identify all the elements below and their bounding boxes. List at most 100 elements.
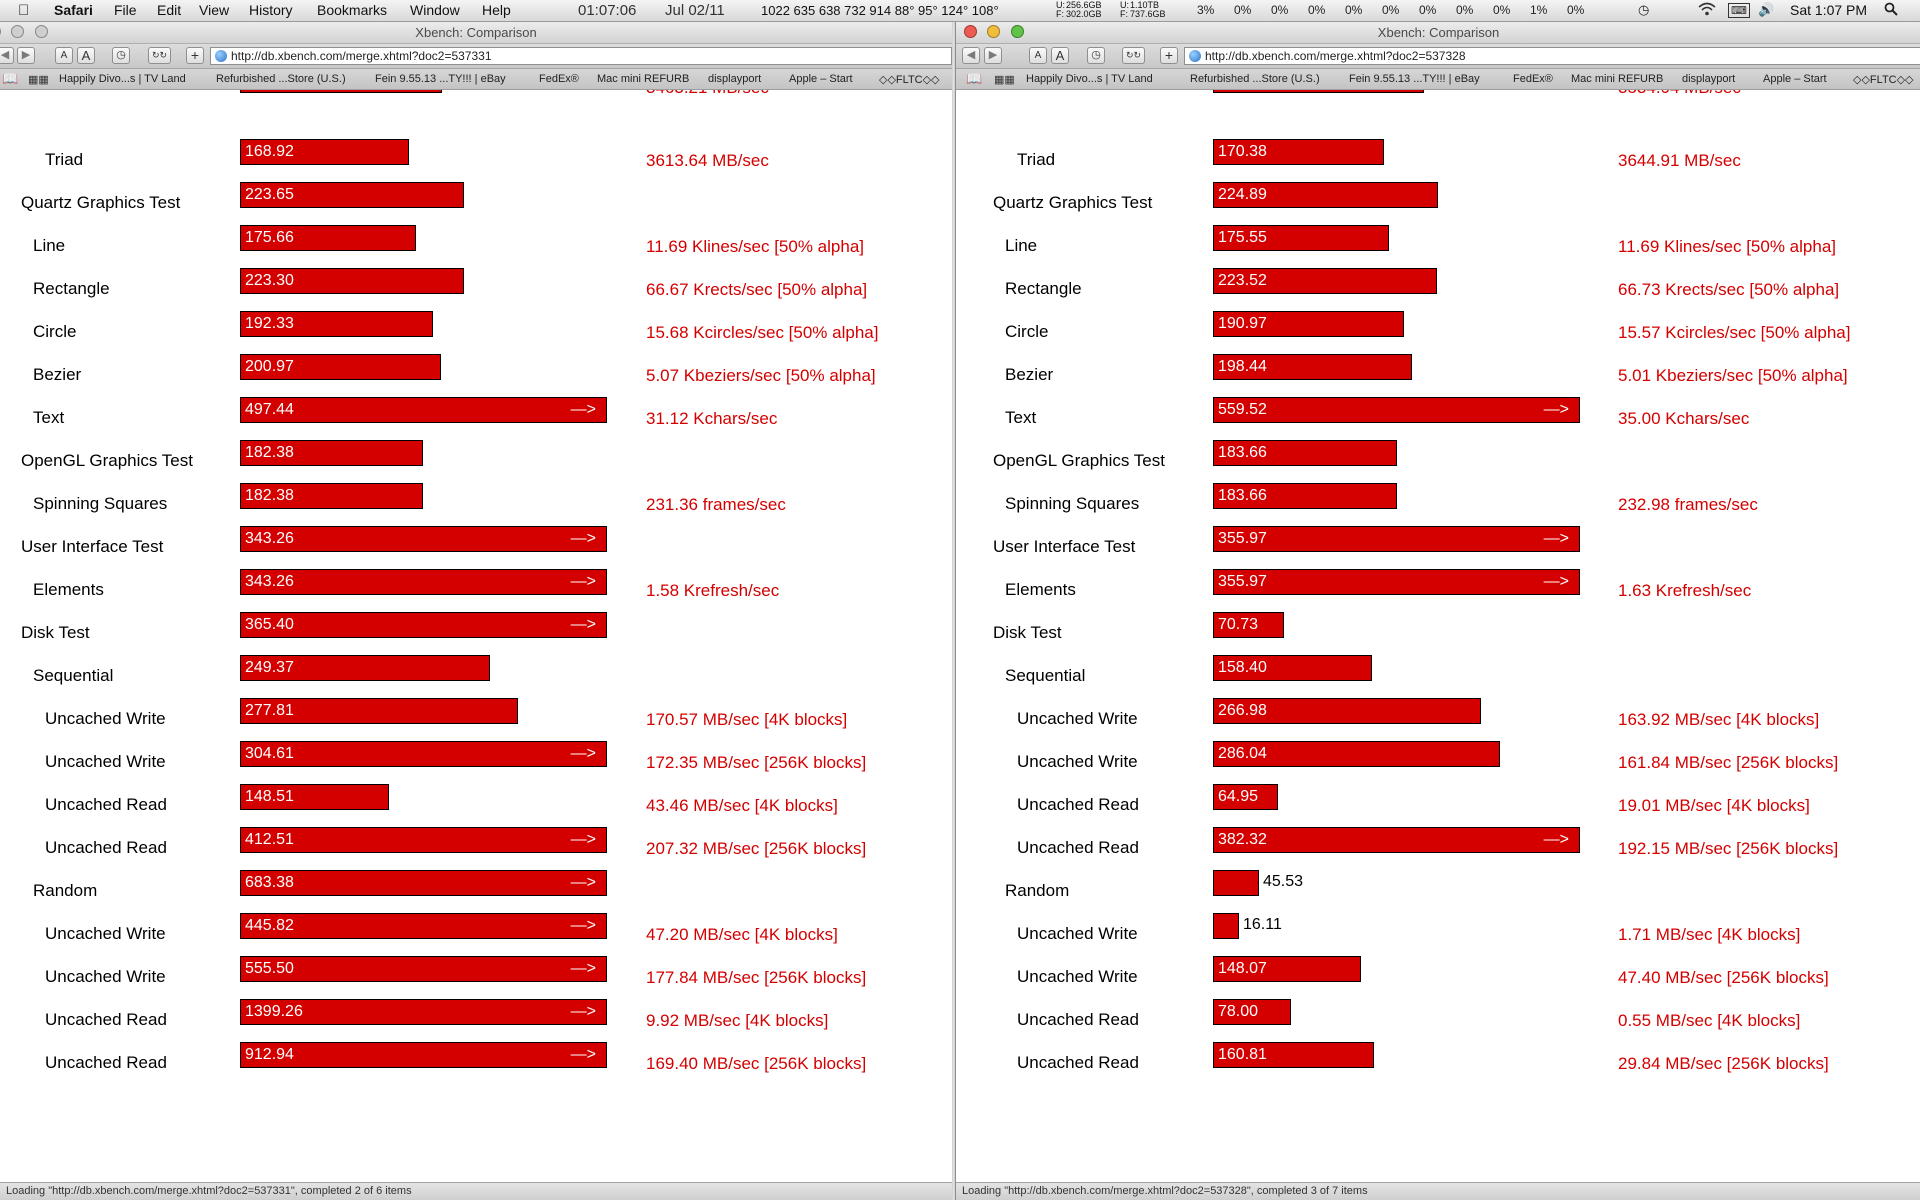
book-icon[interactable]: 📖 bbox=[966, 71, 983, 86]
menu-history[interactable]: History bbox=[249, 2, 293, 18]
bookmark-item[interactable]: Apple – Start bbox=[1763, 73, 1827, 85]
bookmark-item[interactable]: FedEx® bbox=[1513, 73, 1553, 85]
back-button[interactable]: ◀ bbox=[0, 47, 14, 64]
score-value: 559.52 bbox=[1218, 401, 1267, 418]
cpu-percent: 1% bbox=[1530, 3, 1548, 17]
snapback-icon[interactable]: ↻↻ bbox=[148, 47, 172, 64]
partial-score-bar bbox=[240, 90, 442, 93]
partial-detail: 3534.04 MB/sec bbox=[1618, 90, 1741, 98]
menu-datetime[interactable]: Sat 1:07 PM bbox=[1790, 2, 1868, 18]
text-bigger-button[interactable]: A bbox=[1051, 47, 1069, 64]
address-bar[interactable]: http://db.xbench.com/merge.xhtml?doc2=53… bbox=[1184, 47, 1920, 65]
result-detail: 15.57 Kcircles/sec [50% alpha] bbox=[1618, 323, 1851, 342]
menu-help[interactable]: Help bbox=[482, 2, 511, 18]
result-row: Triad 168.92 3613.64 MB/sec bbox=[0, 139, 952, 182]
overflow-arrow-icon: —> bbox=[570, 745, 596, 762]
close-button[interactable] bbox=[964, 25, 977, 38]
window-controls bbox=[0, 25, 54, 43]
minimize-button[interactable] bbox=[987, 25, 1001, 38]
cpu-percent: 0% bbox=[1345, 3, 1363, 17]
overflow-arrow-icon: —> bbox=[1543, 530, 1569, 547]
result-detail: 177.84 MB/sec [256K blocks] bbox=[646, 968, 867, 987]
bookmark-item[interactable]: Fein 9.55.13 ...TY!!! | eBay bbox=[375, 73, 506, 85]
score-value: 168.92 bbox=[245, 143, 294, 160]
zoom-button[interactable] bbox=[34, 25, 48, 38]
add-bookmark-button[interactable]: + bbox=[186, 47, 204, 64]
bookmark-item[interactable]: ◇◇FLTC◇◇ bbox=[1853, 74, 1914, 86]
menu-file[interactable]: File bbox=[114, 2, 137, 18]
test-label: Rectangle bbox=[1005, 279, 1082, 298]
add-bookmark-button[interactable]: + bbox=[1160, 47, 1178, 64]
bookmark-item[interactable]: Fein 9.55.13 ...TY!!! | eBay bbox=[1349, 73, 1480, 85]
result-detail: 9.92 MB/sec [4K blocks] bbox=[646, 1011, 829, 1030]
spotlight-icon[interactable] bbox=[1884, 2, 1898, 19]
grid-icon[interactable]: ▦▦ bbox=[994, 74, 1015, 86]
snapback-icon[interactable]: ↻↻ bbox=[1122, 47, 1146, 64]
text-bigger-button[interactable]: A bbox=[77, 47, 95, 64]
result-row: Rectangle 223.30 66.67 Krects/sec [50% alp… bbox=[0, 268, 952, 311]
bookmark-item[interactable]: Mac mini REFURB bbox=[1571, 73, 1664, 85]
minimize-button[interactable] bbox=[11, 25, 25, 38]
bookmark-item[interactable]: displayport bbox=[1682, 73, 1736, 85]
result-detail: 1.63 Krefresh/sec bbox=[1618, 581, 1752, 600]
book-icon[interactable]: 📖 bbox=[2, 71, 19, 86]
score-value: 170.38 bbox=[1218, 143, 1267, 160]
result-row: Uncached Read 912.94 —> 169.40 MB/sec [256K… bbox=[0, 1042, 952, 1085]
wifi-icon[interactable] bbox=[1698, 2, 1716, 19]
result-detail: 47.40 MB/sec [256K blocks] bbox=[1618, 968, 1829, 987]
bookmark-item[interactable]: Happily Divo...s | TV Land bbox=[59, 73, 186, 85]
score-bar: 158.40 bbox=[1213, 655, 1372, 681]
zoom-button[interactable] bbox=[1010, 25, 1024, 38]
text-smaller-button[interactable]: A bbox=[55, 47, 73, 64]
bookmark-item[interactable]: displayport bbox=[708, 73, 762, 85]
score-bar: 183.66 bbox=[1213, 483, 1397, 509]
text-smaller-button[interactable]: A bbox=[1029, 47, 1047, 64]
bookmark-item[interactable]: Happily Divo...s | TV Land bbox=[1026, 73, 1153, 85]
bookmark-item[interactable]: Refurbished ...Store (U.S.) bbox=[1190, 73, 1320, 85]
menu-edit[interactable]: Edit bbox=[157, 2, 182, 18]
forward-button[interactable]: ▶ bbox=[984, 47, 1002, 64]
menu-view[interactable]: View bbox=[199, 2, 230, 18]
bookmark-item[interactable]: Mac mini REFURB bbox=[597, 73, 690, 85]
result-row: Circle 192.33 15.68 Kcircles/sec [50% alph… bbox=[0, 311, 952, 354]
cpu-percent: 0% bbox=[1493, 3, 1511, 17]
test-label: Rectangle bbox=[33, 279, 110, 298]
score-bar: 183.66 bbox=[1213, 440, 1397, 466]
score-bar: 182.38 bbox=[240, 483, 423, 509]
bookmark-item[interactable]: Refurbished ...Store (U.S.) bbox=[216, 73, 346, 85]
back-button[interactable]: ◀ bbox=[962, 47, 980, 64]
menu-app-name[interactable]: Safari bbox=[54, 2, 93, 18]
bookmark-item[interactable]: Apple – Start bbox=[789, 73, 853, 85]
grid-icon[interactable]: ▦▦ bbox=[28, 74, 49, 86]
disk-u-1: 256.6GB bbox=[1066, 0, 1102, 10]
test-label: Elements bbox=[1005, 580, 1076, 599]
bookmark-item[interactable]: ◇◇FLTC◇◇ bbox=[879, 74, 940, 86]
address-bar[interactable]: http://db.xbench.com/merge.xhtml?doc2=53… bbox=[210, 47, 952, 65]
test-label: Circle bbox=[1005, 322, 1049, 341]
result-row: Uncached Read 1399.26 —> 9.92 MB/sec [4K bl… bbox=[0, 999, 952, 1042]
time-machine-icon[interactable]: ◷ bbox=[1638, 2, 1650, 17]
score-bar: 912.94 —> bbox=[240, 1042, 607, 1068]
score-value: 78.00 bbox=[1218, 1003, 1259, 1020]
menu-window[interactable]: Window bbox=[410, 2, 460, 18]
menu-monitor-values: 1022 635 638 732 914 88° 95° 124° 108° bbox=[761, 3, 999, 18]
score-bar: 192.33 bbox=[240, 311, 433, 337]
test-label: Spinning Squares bbox=[33, 494, 168, 513]
test-label: Uncached Read bbox=[45, 795, 167, 814]
score-value: 192.33 bbox=[245, 315, 294, 332]
history-clock-icon[interactable]: ◷ bbox=[1087, 47, 1105, 64]
overflow-arrow-icon: —> bbox=[570, 874, 596, 891]
keyboard-icon[interactable]: ⌨ bbox=[1728, 3, 1750, 18]
apple-icon[interactable]:  bbox=[18, 2, 29, 19]
overflow-arrow-icon: —> bbox=[1543, 573, 1569, 590]
test-label: Text bbox=[1005, 408, 1037, 427]
result-detail: 163.92 MB/sec [4K blocks] bbox=[1618, 710, 1820, 729]
forward-button[interactable]: ▶ bbox=[17, 47, 35, 64]
result-row: Text 559.52 —> 35.00 Kchars/sec bbox=[956, 397, 1920, 440]
history-clock-icon[interactable]: ◷ bbox=[112, 47, 130, 64]
bookmark-item[interactable]: FedEx® bbox=[539, 73, 579, 85]
result-detail: 172.35 MB/sec [256K blocks] bbox=[646, 753, 867, 772]
bookmarks-bar: 📖 ▦▦ Happily Divo...s | TV Land Refurbis… bbox=[956, 69, 1920, 90]
volume-icon[interactable]: 🔊 bbox=[1758, 2, 1775, 17]
menu-bookmarks[interactable]: Bookmarks bbox=[317, 2, 388, 18]
